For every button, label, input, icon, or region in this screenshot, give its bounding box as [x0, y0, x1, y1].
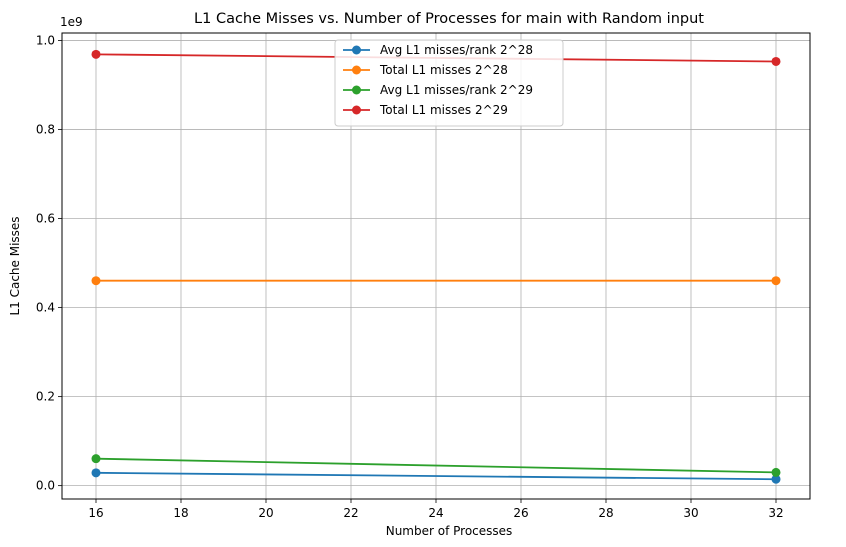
legend-marker: [352, 45, 361, 55]
legend-entry: Avg L1 misses/rank 2^29: [343, 83, 533, 97]
series-line: [95, 457, 777, 474]
x-tick-label: 22: [343, 506, 358, 520]
x-tick-label: 20: [258, 506, 273, 520]
data-point: [771, 467, 781, 477]
data-point: [91, 468, 101, 478]
x-tick-label: 26: [513, 506, 528, 520]
data-point: [771, 56, 781, 66]
chart-title: L1 Cache Misses vs. Number of Processes …: [194, 11, 704, 27]
legend-entry: Total L1 misses 2^29: [343, 103, 508, 117]
legend-label: Total L1 misses 2^29: [379, 103, 508, 117]
legend: Avg L1 misses/rank 2^28 Total L1 misses 2…: [334, 39, 564, 127]
y-tick-label: 0.8: [36, 123, 55, 137]
data-point: [91, 49, 101, 59]
y-tick-label: 0.0: [36, 479, 55, 493]
y-axis-label: L1 Cache Misses: [8, 216, 22, 315]
data-point: [771, 474, 781, 484]
x-tick-label: 18: [173, 506, 188, 520]
legend-label: Avg L1 misses/rank 2^29: [380, 83, 533, 97]
y-tick-label: 0.6: [36, 212, 55, 226]
x-tick-label: 32: [768, 506, 783, 520]
data-point: [771, 276, 781, 286]
legend-marker: [352, 105, 361, 115]
series-2: [91, 276, 781, 286]
y-tick-label: 0.4: [36, 301, 55, 315]
legend-marker: [352, 65, 361, 75]
legend-marker: [352, 85, 361, 95]
data-point: [91, 276, 101, 286]
y-tick-label: 0.2: [36, 390, 55, 404]
y-tick-label: 1.0: [36, 34, 55, 48]
x-tick-label: 30: [683, 506, 698, 520]
x-tick-label: 28: [598, 506, 613, 520]
legend-box: [334, 39, 564, 127]
x-axis-label: Number of Processes: [386, 524, 513, 538]
legend-label: Avg L1 misses/rank 2^28: [380, 43, 533, 57]
data-point: [91, 454, 101, 464]
series-3: [91, 454, 781, 477]
x-tick-label: 24: [428, 506, 443, 520]
legend-entry: Total L1 misses 2^28: [343, 63, 508, 77]
x-tick-label: 16: [88, 506, 103, 520]
axis-ticks: 16 18 20 22 24 26 28 30 32 0.0 0.2 0.4 0.6 0.8 1.0: [36, 34, 784, 520]
legend-entry: Avg L1 misses/rank 2^28: [343, 43, 533, 57]
y-offset-label: 1e9: [60, 15, 83, 29]
series-1: [91, 468, 781, 484]
series-line: [95, 471, 777, 481]
legend-label: Total L1 misses 2^28: [379, 63, 508, 77]
